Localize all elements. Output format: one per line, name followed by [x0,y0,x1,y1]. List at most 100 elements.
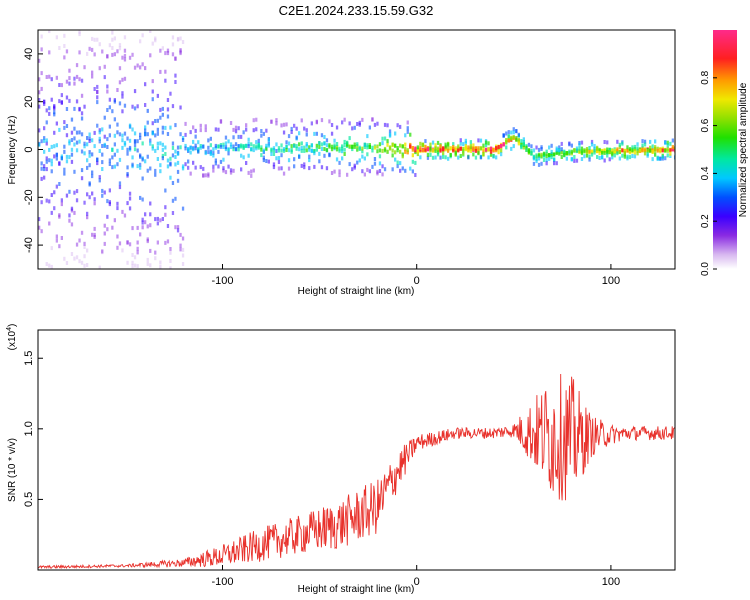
heatmap-cell [270,152,273,156]
heatmap-cell [386,123,389,128]
heatmap-cell [101,152,104,157]
heatmap-cell [123,76,127,81]
heatmap-cell [184,143,187,148]
heatmap-cell [48,50,51,55]
heatmap-cell [121,91,124,96]
heatmap-cell [489,149,493,154]
heatmap-cell [495,146,498,151]
snr-x-tick-label: -100 [211,576,233,588]
heatmap-cell [139,135,142,140]
heatmap-cell [287,166,291,171]
heatmap-cell [631,148,634,153]
heatmap-cell [356,147,359,152]
heatmap-cell [159,115,162,120]
heatmap-cell [320,142,324,147]
heatmap-cell [477,146,480,151]
colorbar-ticks: 0.0 0.2 0.4 0.6 0.8 [700,70,717,276]
heatmap-cell [176,37,180,42]
heatmap-cell [111,46,114,50]
heatmap-cell [38,58,41,63]
heatmap-cell [207,173,210,178]
heatmap-cell [300,146,303,150]
heatmap-cell [601,150,604,155]
heatmap-x-ticks: -100 0 100 [211,264,620,287]
heatmap-cell [101,160,104,165]
heatmap-cell [426,155,430,160]
heatmap-cell [550,152,553,157]
heatmap-cell [542,151,546,156]
heatmap-cell [65,79,69,84]
heatmap-cell [257,138,260,143]
heatmap-cell [159,107,162,112]
heatmap-cell [136,63,139,68]
heatmap-cell [93,52,96,57]
heatmap-cell [43,136,46,141]
heatmap-cell [86,165,89,170]
heatmap-cell [60,202,63,207]
heatmap-cell [179,247,182,252]
heatmap-cell [53,206,56,211]
heatmap-cell [116,88,119,92]
heatmap-cell [141,225,144,230]
heatmap-cell [290,149,293,154]
heatmap-cell [78,32,81,37]
heatmap-cell [128,196,132,201]
heatmap-cell [520,145,523,150]
heatmap-cell [149,263,152,268]
heatmap-cell [346,140,349,145]
heatmap-cell [320,118,324,123]
heatmap-cell [252,128,255,133]
heatmap-cell [78,238,81,243]
heatmap-cell [661,148,664,153]
heatmap-cell [669,141,672,146]
heatmap-cell [606,147,609,152]
heatmap-cell [487,155,490,160]
heatmap-cell [58,46,61,50]
heatmap-cell [156,221,159,226]
heatmap-cell [86,136,89,140]
heatmap-cell [116,201,119,206]
heatmap-cell [381,136,384,141]
heatmap-cell [219,144,223,149]
heatmap-cell [194,165,197,170]
heatmap-cell [91,232,94,237]
heatmap-cell [86,215,89,220]
heatmap-cell [482,152,485,157]
heatmap-cell [436,140,440,145]
heatmap-cell [154,250,157,255]
heatmap-cell [351,147,354,152]
heatmap-cell [414,173,417,177]
heatmap-cell [664,148,667,153]
heatmap-cell [525,145,528,150]
heatmap-cell [457,155,460,160]
heatmap-cell [194,143,197,148]
heatmap-cell [123,213,127,218]
heatmap-cell [469,146,472,151]
colorbar-tick-label: 0.2 [700,214,711,228]
heatmap-cell [431,140,435,145]
heatmap-cell [409,144,412,149]
heatmap-cell [257,145,260,150]
heatmap-cell [204,124,207,129]
heatmap-cell [285,140,288,145]
heatmap-cell [234,125,238,130]
heatmap-cell [101,144,104,148]
heatmap-cell [621,148,624,153]
heatmap-cell [308,147,311,152]
heatmap-cell [184,121,187,126]
heatmap-y-tick-label: -20 [23,189,35,205]
heatmap-cell [45,159,48,164]
heatmap-cell [575,158,579,163]
heatmap-cell [335,157,339,162]
heatmap-cell [55,75,58,80]
heatmap-cell [174,155,177,159]
colorbar: 0.0 0.2 0.4 0.6 0.8 Normalized spectral ampl… [700,30,749,276]
heatmap-cell [325,138,329,143]
heatmap-cell [358,147,361,151]
heatmap-cell [166,239,170,244]
heatmap-cell [280,123,283,128]
colorbar-tick-label: 0.4 [700,166,711,180]
heatmap-cell [55,143,58,148]
heatmap-cell [169,175,172,180]
heatmap-cell [267,138,270,143]
